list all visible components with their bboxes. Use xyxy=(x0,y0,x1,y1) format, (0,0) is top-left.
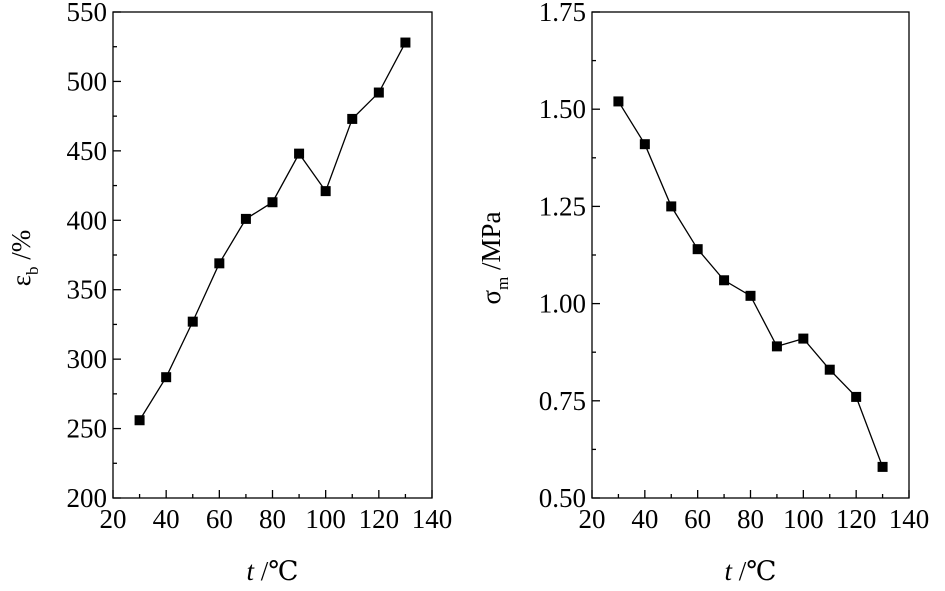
data-point-marker xyxy=(771,341,782,352)
y-tick-label: 550 xyxy=(67,0,108,27)
y-tick-label: 0.75 xyxy=(539,386,586,416)
data-point-marker xyxy=(267,197,278,208)
y-tick-label: 1.25 xyxy=(539,191,586,221)
x-tick-label: 120 xyxy=(836,504,877,534)
series-line xyxy=(617,101,884,468)
data-point-marker xyxy=(719,275,730,286)
x-tick-label: 20 xyxy=(100,504,127,534)
plot-frame xyxy=(591,11,910,499)
x-tick-label: 100 xyxy=(305,504,346,534)
y-tick-label: 450 xyxy=(67,136,108,166)
y-tick-label: 350 xyxy=(67,275,108,305)
elongation-chart-panel: 20 40 60 80 100 120 140 200 250 300 350 400 450 500 55… xyxy=(6,0,452,586)
y-tick-label: 500 xyxy=(67,66,108,96)
data-point-marker xyxy=(161,372,172,383)
data-point-marker xyxy=(400,37,411,48)
x-tick-label: 40 xyxy=(153,504,180,534)
data-point-marker xyxy=(187,316,198,327)
data-point-marker xyxy=(798,333,809,344)
data-point-marker xyxy=(347,113,358,124)
y-axis-title: σm /MPa xyxy=(476,211,512,304)
series-line xyxy=(139,42,406,421)
data-point-marker xyxy=(824,364,835,375)
data-point-marker xyxy=(373,87,384,98)
x-tick-label: 20 xyxy=(579,504,606,534)
x-tick-label: 40 xyxy=(631,504,658,534)
x-tick-label: 140 xyxy=(889,504,930,534)
x-tick-label: 60 xyxy=(684,504,711,534)
data-point-marker xyxy=(613,96,624,107)
y-tick-label: 1.00 xyxy=(539,289,586,319)
y-tick-label: 250 xyxy=(67,414,108,444)
y-tick-label: 1.75 xyxy=(539,0,586,27)
data-point-marker xyxy=(214,258,225,269)
data-point-marker xyxy=(666,201,677,212)
x-tick-label: 60 xyxy=(206,504,233,534)
y-axis-title: εb /% xyxy=(6,230,42,287)
y-tick-label: 400 xyxy=(67,205,108,235)
y-tick-label: 1.50 xyxy=(539,94,586,124)
data-point-marker xyxy=(639,139,650,150)
data-point-marker xyxy=(745,290,756,301)
stress-chart-panel: 20 40 60 80 100 120 140 0.50 0.75 1.00 1.25 1.50 1.7… xyxy=(476,0,929,586)
y-tick-label: 300 xyxy=(67,344,108,374)
plot-frame xyxy=(112,11,433,499)
x-tick-label: 140 xyxy=(412,504,453,534)
data-point-marker xyxy=(320,186,331,197)
x-tick-label: 80 xyxy=(737,504,764,534)
data-point-marker xyxy=(294,148,305,159)
data-point-marker xyxy=(240,213,251,224)
x-axis-title: t /℃ xyxy=(247,556,299,586)
data-point-marker xyxy=(851,391,862,402)
x-tick-label: 120 xyxy=(359,504,400,534)
x-tick-label: 80 xyxy=(259,504,286,534)
data-point-marker xyxy=(134,415,145,426)
data-point-marker xyxy=(692,244,703,255)
x-tick-label: 100 xyxy=(783,504,824,534)
y-tick-label: 200 xyxy=(67,483,108,513)
x-axis-title: t /℃ xyxy=(725,556,777,586)
data-point-marker xyxy=(877,461,888,472)
y-tick-label: 0.50 xyxy=(539,483,586,513)
